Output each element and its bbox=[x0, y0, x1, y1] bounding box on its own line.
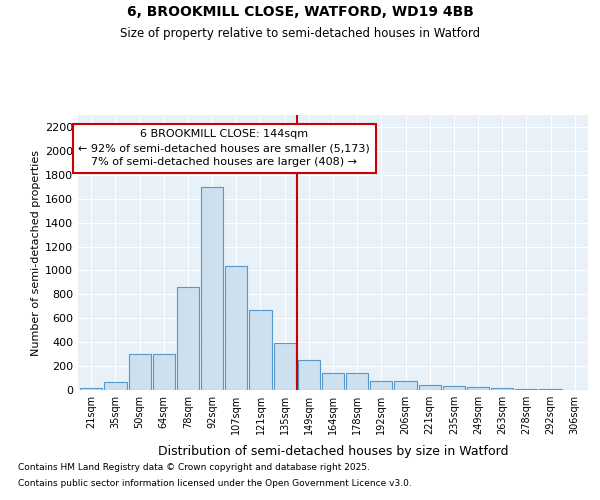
Text: Size of property relative to semi-detached houses in Watford: Size of property relative to semi-detach… bbox=[120, 28, 480, 40]
Bar bbox=[394, 381, 416, 390]
Bar bbox=[370, 381, 392, 390]
Text: Contains public sector information licensed under the Open Government Licence v3: Contains public sector information licen… bbox=[18, 478, 412, 488]
Y-axis label: Number of semi-detached properties: Number of semi-detached properties bbox=[31, 150, 41, 356]
Bar bbox=[177, 287, 199, 390]
Bar bbox=[201, 186, 223, 390]
Text: 6, BROOKMILL CLOSE, WATFORD, WD19 4BB: 6, BROOKMILL CLOSE, WATFORD, WD19 4BB bbox=[127, 5, 473, 19]
Bar bbox=[491, 388, 514, 390]
X-axis label: Distribution of semi-detached houses by size in Watford: Distribution of semi-detached houses by … bbox=[158, 446, 508, 458]
Text: 6 BROOKMILL CLOSE: 144sqm
← 92% of semi-detached houses are smaller (5,173)
7% o: 6 BROOKMILL CLOSE: 144sqm ← 92% of semi-… bbox=[79, 130, 370, 168]
Bar bbox=[274, 343, 296, 390]
Bar bbox=[80, 388, 103, 390]
Bar bbox=[346, 374, 368, 390]
Bar bbox=[322, 374, 344, 390]
Bar bbox=[225, 266, 247, 390]
Bar bbox=[104, 382, 127, 390]
Text: Contains HM Land Registry data © Crown copyright and database right 2025.: Contains HM Land Registry data © Crown c… bbox=[18, 464, 370, 472]
Bar bbox=[515, 389, 538, 390]
Bar bbox=[298, 360, 320, 390]
Bar bbox=[443, 386, 465, 390]
Bar bbox=[128, 354, 151, 390]
Bar bbox=[152, 354, 175, 390]
Bar bbox=[250, 310, 272, 390]
Bar bbox=[467, 387, 489, 390]
Bar bbox=[419, 385, 441, 390]
